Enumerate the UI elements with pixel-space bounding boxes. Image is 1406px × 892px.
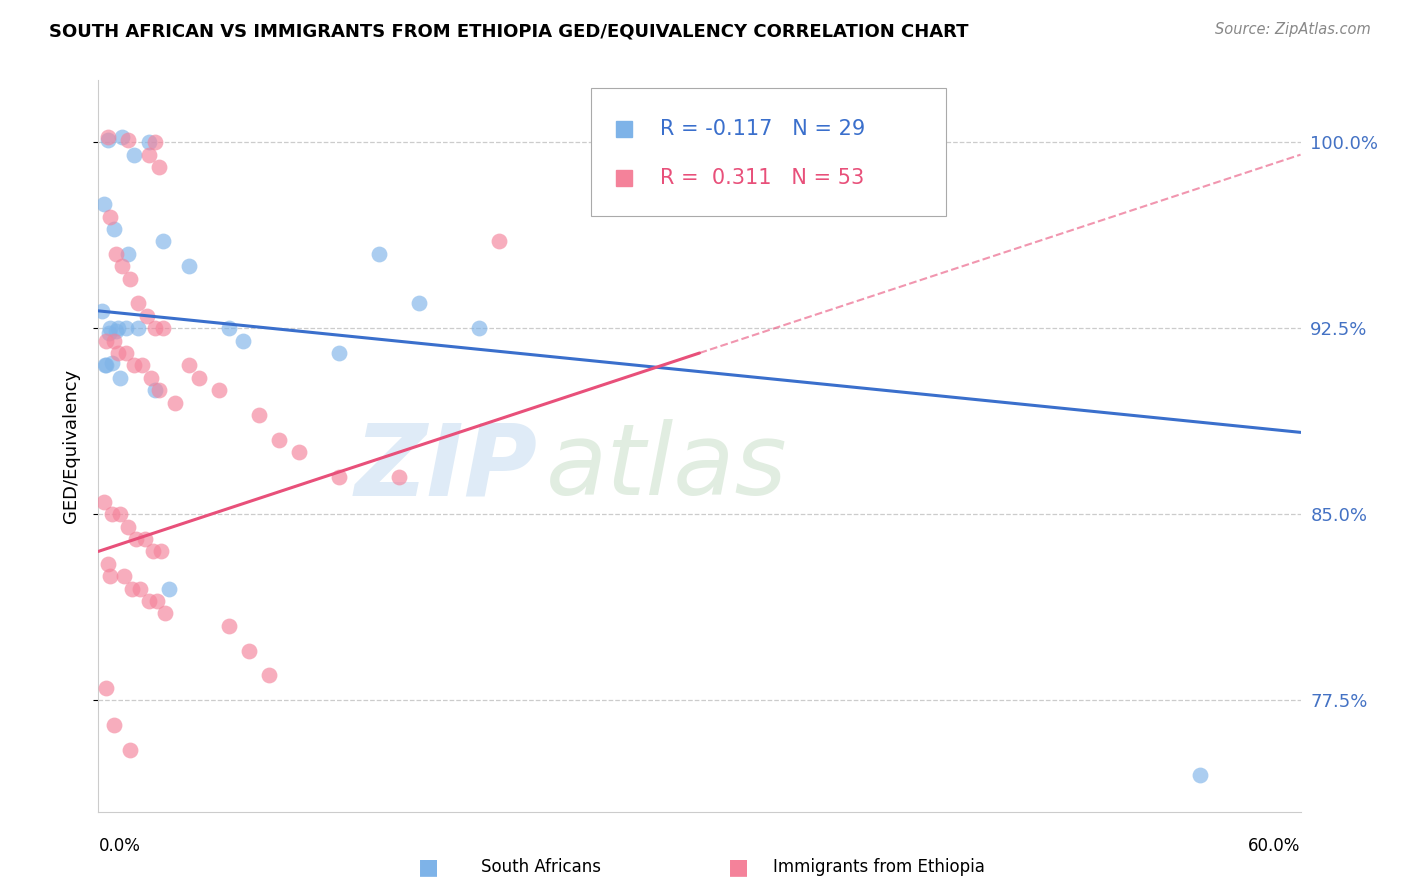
Text: 0.0%: 0.0%	[98, 837, 141, 855]
Text: 60.0%: 60.0%	[1249, 837, 1301, 855]
Point	[129, 582, 152, 596]
Y-axis label: GED/Equivalency: GED/Equivalency	[62, 369, 80, 523]
Point	[218, 321, 240, 335]
Point	[101, 507, 124, 521]
Point	[125, 532, 148, 546]
Text: ■: ■	[728, 857, 748, 877]
Point	[208, 383, 231, 397]
Point	[101, 356, 124, 370]
Text: R = -0.117   N = 29: R = -0.117 N = 29	[659, 120, 865, 139]
Point	[115, 321, 138, 335]
Point	[96, 334, 118, 348]
Point	[97, 130, 120, 145]
Point	[288, 445, 311, 459]
Point	[149, 544, 172, 558]
Point	[138, 147, 160, 161]
Point	[1189, 767, 1212, 781]
Point	[138, 594, 160, 608]
Point	[328, 470, 350, 484]
Point	[124, 147, 146, 161]
Point	[232, 334, 254, 348]
Point	[138, 135, 160, 149]
Point	[105, 324, 128, 338]
Point	[157, 582, 180, 596]
Point	[100, 321, 122, 335]
Point	[128, 321, 150, 335]
Point	[103, 222, 125, 236]
Point	[120, 743, 142, 757]
Point	[139, 371, 162, 385]
Point	[117, 519, 139, 533]
Point	[114, 569, 136, 583]
Point	[368, 247, 391, 261]
Point	[148, 160, 170, 174]
Point	[257, 668, 280, 682]
Text: ■: ■	[419, 857, 439, 877]
Point	[107, 346, 129, 360]
Point	[143, 135, 166, 149]
Point	[488, 235, 510, 249]
Point	[103, 334, 125, 348]
Point	[107, 321, 129, 335]
Point	[100, 210, 122, 224]
Point	[111, 259, 134, 273]
Point	[110, 371, 132, 385]
Point	[97, 557, 120, 571]
Text: SOUTH AFRICAN VS IMMIGRANTS FROM ETHIOPIA GED/EQUIVALENCY CORRELATION CHART: SOUTH AFRICAN VS IMMIGRANTS FROM ETHIOPI…	[49, 22, 969, 40]
Point	[105, 247, 128, 261]
Point	[110, 507, 132, 521]
Point	[177, 359, 200, 373]
Point	[98, 326, 121, 341]
Point	[97, 133, 120, 147]
Text: Immigrants from Ethiopia: Immigrants from Ethiopia	[773, 858, 984, 876]
Point	[100, 569, 122, 583]
Point	[145, 594, 167, 608]
Text: South Africans: South Africans	[481, 858, 602, 876]
Point	[141, 544, 163, 558]
Point	[96, 359, 118, 373]
Point	[148, 383, 170, 397]
Point	[238, 643, 260, 657]
Point	[187, 371, 209, 385]
Point	[218, 619, 240, 633]
Point	[163, 395, 186, 409]
Point	[134, 532, 156, 546]
Point	[111, 130, 134, 145]
Text: R =  0.311   N = 53: R = 0.311 N = 53	[659, 168, 865, 187]
Point	[124, 359, 146, 373]
Point	[152, 321, 174, 335]
Point	[115, 346, 138, 360]
Point	[103, 718, 125, 732]
Point	[408, 296, 430, 310]
Point	[328, 346, 350, 360]
Point	[468, 321, 491, 335]
Text: atlas: atlas	[546, 419, 787, 516]
Point	[128, 296, 150, 310]
Point	[121, 582, 143, 596]
Point	[143, 321, 166, 335]
Point	[120, 271, 142, 285]
Point	[267, 433, 290, 447]
Point	[93, 197, 115, 211]
Text: Source: ZipAtlas.com: Source: ZipAtlas.com	[1215, 22, 1371, 37]
Point	[93, 495, 115, 509]
Text: ZIP: ZIP	[354, 419, 537, 516]
Point	[247, 408, 270, 422]
FancyBboxPatch shape	[592, 87, 946, 216]
Point	[177, 259, 200, 273]
Point	[152, 235, 174, 249]
Point	[117, 133, 139, 147]
Point	[143, 383, 166, 397]
Point	[96, 681, 118, 695]
Point	[117, 247, 139, 261]
Point	[388, 470, 411, 484]
Point	[131, 359, 153, 373]
Point	[135, 309, 157, 323]
Point	[153, 607, 176, 621]
Point	[91, 304, 114, 318]
Point	[94, 359, 117, 373]
